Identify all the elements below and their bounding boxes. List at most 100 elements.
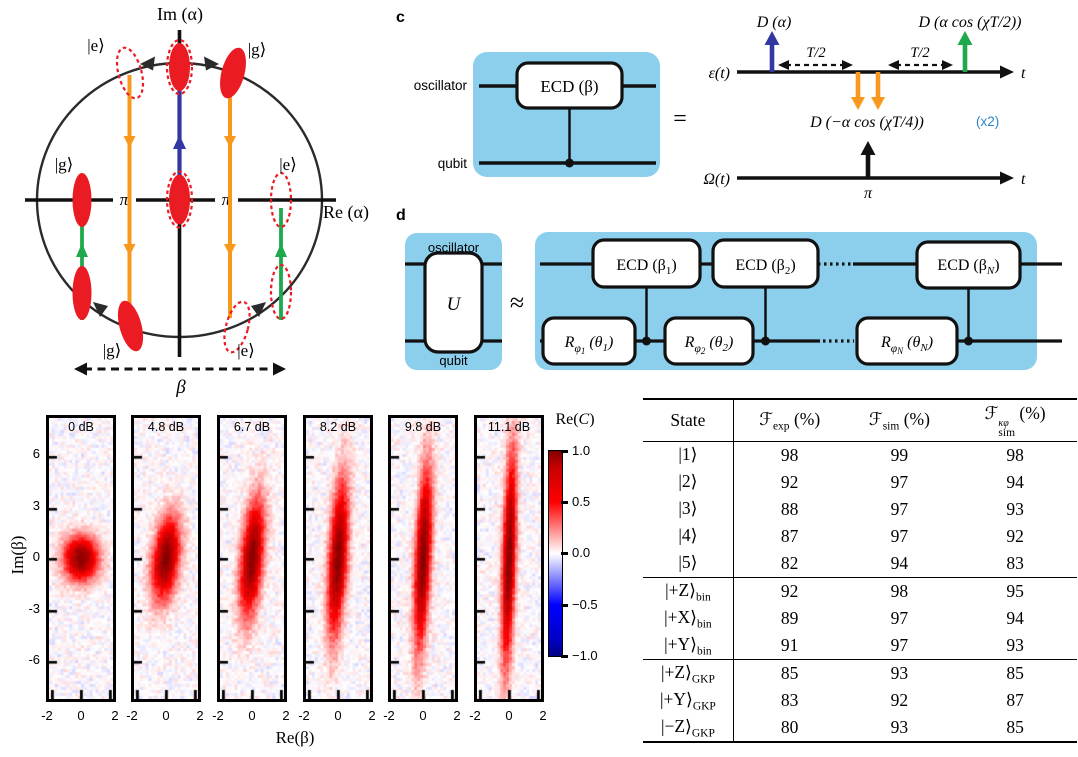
- omega-t-label: Ω(t): [703, 171, 730, 188]
- t-half-arrow-2: [888, 60, 953, 70]
- panel-c-qubit-label: qubit: [438, 156, 468, 171]
- t-label-bottom: t: [1021, 171, 1026, 188]
- panel-c-letter: c: [396, 9, 405, 26]
- t-half-label-1: T/2: [806, 45, 825, 61]
- header-f-sim: ℱsim (%): [845, 399, 954, 442]
- panel-d-oscillator-label: oscillator: [428, 240, 480, 255]
- char-func-panel-5: 11.1 dB: [474, 415, 544, 702]
- colorbar-tick: [561, 450, 568, 453]
- r2-label: Rφ2 (θ2): [684, 334, 734, 356]
- table-row: |+Z⟩GKP 85 93 85: [643, 659, 1077, 687]
- ecd-gate-boxes: [591, 238, 1022, 290]
- y-tick-m3: -3: [28, 601, 40, 616]
- y-tick-6: 6: [32, 446, 40, 461]
- ecd-gate-box: [515, 61, 624, 110]
- x-ticks-panel-2: -2 0 2: [212, 708, 290, 723]
- green-pulse-arrow: [957, 31, 973, 72]
- x2-label: (x2): [976, 114, 999, 129]
- r-gate-boxes: [541, 316, 959, 366]
- colorbar-label-1: 1.0: [572, 443, 591, 458]
- u-gate-wires: [405, 262, 502, 343]
- orange-pulse-arrows: [851, 72, 885, 110]
- x-ticks-panel-1: -2 0 2: [126, 708, 204, 723]
- equals-sign: =: [673, 106, 687, 132]
- r1-label: Rφ1 (θ1): [564, 334, 614, 356]
- pi-label-left: π: [113, 187, 136, 210]
- squeezing-label-5: 11.1 dB: [487, 420, 531, 434]
- pi-pulse-label: π: [864, 185, 873, 202]
- table-row: |5⟩ 82 94 83: [643, 550, 1077, 578]
- pi-left-text: π: [120, 190, 129, 209]
- orange-displacement-arrows: [123, 75, 236, 318]
- u-gate-label: U: [447, 294, 462, 315]
- beta-span-arrow: [74, 362, 286, 376]
- char-func-panel-2: 6.7 dB: [217, 415, 287, 702]
- ket-bottom-left: |g⟩: [103, 341, 122, 360]
- table-row: |+Y⟩GKP 83 92 87: [643, 687, 1077, 714]
- panel-c-control-dot: [565, 158, 574, 168]
- epsilon-t-label: ε(t): [709, 65, 730, 82]
- beta-span-label: β: [175, 377, 186, 398]
- ket-top-right: |g⟩: [248, 40, 267, 59]
- panel-c-oscillator-label: oscillator: [414, 78, 468, 93]
- panel-c-ecd-decomposition: c oscillator qubit ECD (β) = ε(t) t D (α…: [396, 9, 1026, 202]
- ket-top-left: |e⟩: [87, 36, 105, 55]
- colorbar-tick: [561, 552, 568, 555]
- phase-space-diagram: π π: [25, 4, 369, 398]
- panel-d-circuit-sequence: d oscillator qubit U ≈: [396, 207, 1062, 370]
- x-ticks-panel-3: -2 0 2: [298, 708, 376, 723]
- squeezing-label-0: 0 dB: [68, 420, 94, 434]
- colorbar-label-m05: −0.5: [572, 597, 598, 612]
- rN-label: RφN (θN): [880, 334, 933, 356]
- im-axis-label: Im (α): [157, 4, 203, 25]
- table-row: |−Z⟩GKP 80 93 85: [643, 714, 1077, 742]
- table-row: |4⟩ 87 97 92: [643, 523, 1077, 550]
- table-row: |+X⟩bin 89 97 94: [643, 605, 1077, 632]
- colorbar-tick: [561, 655, 568, 658]
- x-ticks-panel-4: -2 0 2: [383, 708, 461, 723]
- solid-state-ellipses: [72, 43, 246, 352]
- colorbar-title: Re(C): [555, 411, 595, 428]
- panel-d-qubit-label: qubit: [439, 353, 468, 368]
- ecdN-label: ECD (βN): [937, 257, 999, 277]
- colorbar-tick: [561, 604, 568, 607]
- table-row: |1⟩ 98 99 98: [643, 441, 1077, 469]
- squeezing-label-1: 4.8 dB: [147, 420, 185, 434]
- ecd2-label: ECD (β2): [735, 257, 795, 277]
- colorbar-label-m1: −1.0: [572, 648, 598, 663]
- approx-sign: ≈: [510, 288, 524, 317]
- omega-timeline: [737, 171, 1014, 185]
- table-row: |3⟩ 88 97 93: [643, 496, 1077, 523]
- colorbar-label-0: 0.0: [572, 545, 591, 560]
- green-displacement-arrows: [76, 208, 287, 320]
- char-func-panel-1: 4.8 dB: [131, 415, 201, 702]
- t-half-arrow-1: [778, 60, 853, 70]
- u-gate-box: [423, 251, 484, 354]
- ecd-gate-label: ECD (β): [540, 77, 598, 96]
- pi-pulse-arrow: [860, 141, 876, 178]
- squeezing-label-4: 9.8 dB: [404, 420, 442, 434]
- epsilon-timeline: [737, 65, 1014, 79]
- squeezing-label-2: 6.7 dB: [233, 420, 271, 434]
- x-ticks-panel-5: -2 0 2: [469, 708, 547, 723]
- pi-label-right: π: [215, 187, 238, 210]
- y-tick-m6: -6: [28, 652, 40, 667]
- panel-d-letter: d: [396, 207, 406, 224]
- y-tick-3: 3: [32, 498, 40, 513]
- circle-rotation-arrows: [93, 56, 266, 317]
- colorbar-tick: [561, 501, 568, 504]
- d-alpha-arrow: [764, 31, 780, 72]
- re-beta-axis-title: Re(β): [275, 728, 315, 747]
- ket-bottom-right: |e⟩: [237, 341, 255, 360]
- char-func-panel-4: 9.8 dB: [388, 415, 458, 702]
- y-tick-0: 0: [32, 549, 40, 564]
- t-label-top: t: [1021, 65, 1026, 82]
- t-half-label-2: T/2: [910, 45, 929, 61]
- re-axis-label: Re (α): [323, 202, 369, 223]
- table-row: |+Z⟩bin 92 98 95: [643, 577, 1077, 605]
- pi-right-text: π: [222, 190, 231, 209]
